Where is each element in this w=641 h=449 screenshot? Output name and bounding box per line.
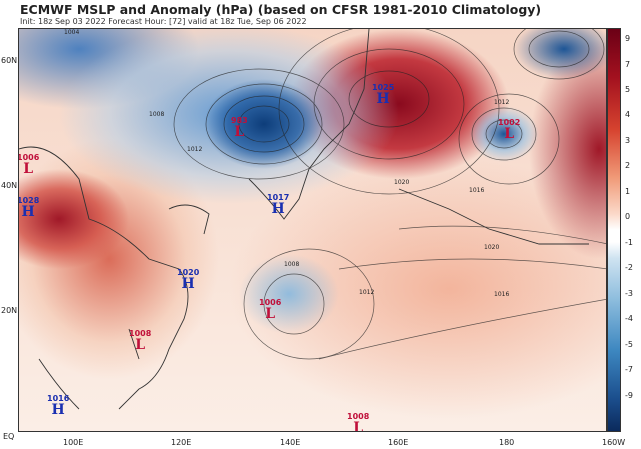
colorbar-label: 9 xyxy=(625,34,631,43)
colorbar-label: 7 xyxy=(625,60,631,69)
contour-label: 1020 xyxy=(484,244,500,251)
high-pressure-center: 1017 H xyxy=(267,193,290,217)
map-title: ECMWF MSLP and Anomaly (hPa) (based on C… xyxy=(20,2,542,17)
contour-lines xyxy=(19,29,606,410)
lat-label: EQ xyxy=(3,432,15,441)
colorbar-label: -9 xyxy=(625,391,633,400)
lon-label: 100E xyxy=(63,438,84,447)
contour-label: 1008 xyxy=(149,111,165,118)
colorbar-label: 2 xyxy=(625,161,631,170)
lat-label: 60N xyxy=(1,56,18,65)
lon-label: 180 xyxy=(499,438,515,447)
colorbar-label: -4 xyxy=(625,314,633,323)
colorbar-label: 0 xyxy=(625,212,631,221)
colorbar-label: -1 xyxy=(625,238,633,247)
high-pressure-center: 1025 H xyxy=(372,83,395,107)
contour-label: 1020 xyxy=(394,179,410,186)
low-pressure-center: 1008 L xyxy=(129,329,152,353)
anomaly-colorbar xyxy=(607,28,621,432)
low-pressure-center: 1002 L xyxy=(498,118,521,142)
contour-label: 1016 xyxy=(469,187,485,194)
colorbar-label: 1 xyxy=(625,187,631,196)
high-pressure-center: 1016 H xyxy=(47,394,70,418)
lat-label: 20N xyxy=(1,306,18,315)
map-subtitle: Init: 18z Sep 03 2022 Forecast Hour: [72… xyxy=(20,17,307,26)
colorbar-label: 3 xyxy=(625,136,631,145)
high-pressure-center: 1020 H xyxy=(177,268,200,292)
pressure-anomaly-map: 983 L 1025 H 1002 L 1006 L 1028 H 1017 H 1020 H… xyxy=(18,28,607,432)
colorbar-label: 5 xyxy=(625,85,631,94)
colorbar-label: -7 xyxy=(625,365,633,374)
colorbar-label: 4 xyxy=(625,110,631,119)
low-pressure-center: 983 L xyxy=(231,116,248,140)
lon-label: 160E xyxy=(388,438,409,447)
contour-label: 1012 xyxy=(359,289,375,296)
low-pressure-center: 1006 L xyxy=(259,298,282,322)
colorbar-label: -3 xyxy=(625,289,633,298)
colorbar-label: -5 xyxy=(625,340,633,349)
contour-label: 1004 xyxy=(64,29,80,36)
lon-label: 120E xyxy=(171,438,192,447)
contour-label: 1016 xyxy=(494,291,510,298)
contour-label: 1012 xyxy=(187,146,203,153)
lon-label: 160W xyxy=(602,438,626,447)
low-pressure-center: 1008 L xyxy=(347,412,370,432)
high-pressure-center: 1028 H xyxy=(18,196,40,220)
colorbar-label: -2 xyxy=(625,263,633,272)
contour-label: 1008 xyxy=(284,261,300,268)
lat-label: 40N xyxy=(1,181,18,190)
low-pressure-center: 1006 L xyxy=(18,153,40,177)
contour-label: 1012 xyxy=(494,99,510,106)
lon-label: 140E xyxy=(280,438,301,447)
